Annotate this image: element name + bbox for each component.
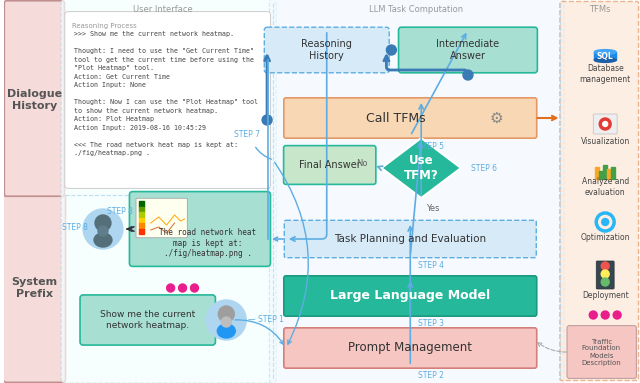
- FancyBboxPatch shape: [284, 220, 536, 258]
- Text: STEP 5: STEP 5: [418, 141, 444, 151]
- Circle shape: [463, 70, 473, 80]
- Text: User Interface: User Interface: [132, 5, 193, 13]
- FancyBboxPatch shape: [284, 276, 537, 316]
- Text: Call TFMs: Call TFMs: [365, 111, 425, 124]
- Bar: [139, 201, 144, 206]
- Circle shape: [613, 311, 621, 319]
- Circle shape: [601, 262, 609, 270]
- Circle shape: [191, 284, 198, 292]
- Circle shape: [589, 311, 597, 319]
- Bar: [139, 229, 144, 234]
- FancyBboxPatch shape: [65, 11, 271, 188]
- Bar: [611, 167, 614, 179]
- Text: Analyze and
evaluation: Analyze and evaluation: [582, 177, 629, 197]
- Text: SQL: SQL: [597, 51, 614, 61]
- Text: System
Prefix: System Prefix: [12, 277, 58, 299]
- FancyBboxPatch shape: [136, 198, 188, 238]
- Ellipse shape: [218, 324, 236, 338]
- Circle shape: [179, 284, 186, 292]
- Text: Prompt Management: Prompt Management: [348, 342, 472, 355]
- Bar: [139, 212, 144, 218]
- Text: Show me the current
network heatmap.: Show me the current network heatmap.: [100, 310, 195, 330]
- Bar: [139, 223, 144, 229]
- Circle shape: [599, 118, 611, 130]
- Text: Visualization: Visualization: [580, 136, 630, 146]
- Text: Intermediate
Answer: Intermediate Answer: [436, 39, 499, 61]
- Text: — STEP 1: — STEP 1: [248, 316, 284, 324]
- FancyBboxPatch shape: [596, 261, 614, 289]
- Ellipse shape: [595, 50, 616, 54]
- Text: STEP 7: STEP 7: [234, 130, 260, 139]
- Text: STEP 3: STEP 3: [418, 319, 444, 329]
- Bar: [595, 52, 616, 60]
- FancyBboxPatch shape: [399, 27, 538, 73]
- Circle shape: [387, 45, 396, 55]
- Text: STEP 6: STEP 6: [471, 164, 497, 172]
- Text: Reasoning
History: Reasoning History: [301, 39, 352, 61]
- FancyBboxPatch shape: [80, 295, 216, 345]
- Circle shape: [207, 300, 246, 340]
- Text: >>> Show me the current network heatmap.

Thought: I need to use the "Get Curren: >>> Show me the current network heatmap.…: [74, 31, 258, 156]
- Bar: [595, 167, 599, 179]
- Bar: [604, 165, 607, 179]
- FancyBboxPatch shape: [284, 146, 376, 184]
- Text: LLM Task Computation: LLM Task Computation: [369, 5, 463, 13]
- Text: STEP 8: STEP 8: [62, 223, 88, 231]
- Text: Deployment: Deployment: [582, 291, 628, 301]
- Ellipse shape: [94, 233, 112, 247]
- FancyBboxPatch shape: [284, 328, 537, 368]
- FancyBboxPatch shape: [567, 326, 636, 378]
- FancyBboxPatch shape: [593, 114, 617, 134]
- Circle shape: [601, 278, 609, 286]
- Bar: [599, 171, 603, 179]
- Circle shape: [603, 121, 607, 126]
- Circle shape: [166, 284, 175, 292]
- Text: Dialogue
History: Dialogue History: [7, 89, 62, 111]
- Bar: [607, 169, 611, 179]
- Circle shape: [602, 218, 609, 226]
- Text: Yes: Yes: [426, 203, 440, 213]
- Circle shape: [95, 215, 111, 231]
- FancyBboxPatch shape: [3, 195, 65, 382]
- Circle shape: [601, 270, 609, 278]
- Ellipse shape: [595, 57, 616, 62]
- Circle shape: [601, 311, 609, 319]
- Text: Final Answer: Final Answer: [299, 160, 360, 170]
- FancyBboxPatch shape: [4, 1, 65, 196]
- FancyBboxPatch shape: [61, 0, 276, 383]
- Text: TFMs: TFMs: [589, 5, 611, 13]
- Text: No: No: [356, 159, 367, 167]
- Circle shape: [221, 317, 231, 327]
- Text: STEP 4: STEP 4: [418, 262, 444, 270]
- FancyBboxPatch shape: [269, 0, 564, 383]
- Text: Reasoning Process: Reasoning Process: [72, 23, 137, 29]
- Bar: [139, 218, 144, 223]
- Text: STEP 8: STEP 8: [107, 206, 133, 216]
- Bar: [139, 206, 144, 212]
- Text: Database
management: Database management: [580, 64, 631, 84]
- FancyBboxPatch shape: [284, 98, 537, 138]
- FancyBboxPatch shape: [560, 2, 639, 381]
- Text: The road network heat
map is kept at:
./fig/heatmap.png .: The road network heat map is kept at: ./…: [159, 228, 257, 258]
- FancyBboxPatch shape: [129, 192, 271, 267]
- Circle shape: [218, 306, 234, 322]
- Circle shape: [262, 115, 272, 125]
- Text: Use
TFM?: Use TFM?: [404, 154, 438, 182]
- Text: Task Planning and Evaluation: Task Planning and Evaluation: [334, 234, 486, 244]
- Circle shape: [83, 209, 123, 249]
- Text: ⚙: ⚙: [490, 111, 504, 126]
- Text: Traffic
Foundation
Models
Description: Traffic Foundation Models Description: [581, 339, 621, 365]
- Text: Optimization: Optimization: [580, 232, 630, 242]
- Text: STEP 2: STEP 2: [418, 372, 444, 380]
- Text: Large Language Model: Large Language Model: [330, 290, 490, 303]
- FancyBboxPatch shape: [264, 27, 389, 73]
- Circle shape: [98, 226, 108, 236]
- Polygon shape: [381, 138, 461, 198]
